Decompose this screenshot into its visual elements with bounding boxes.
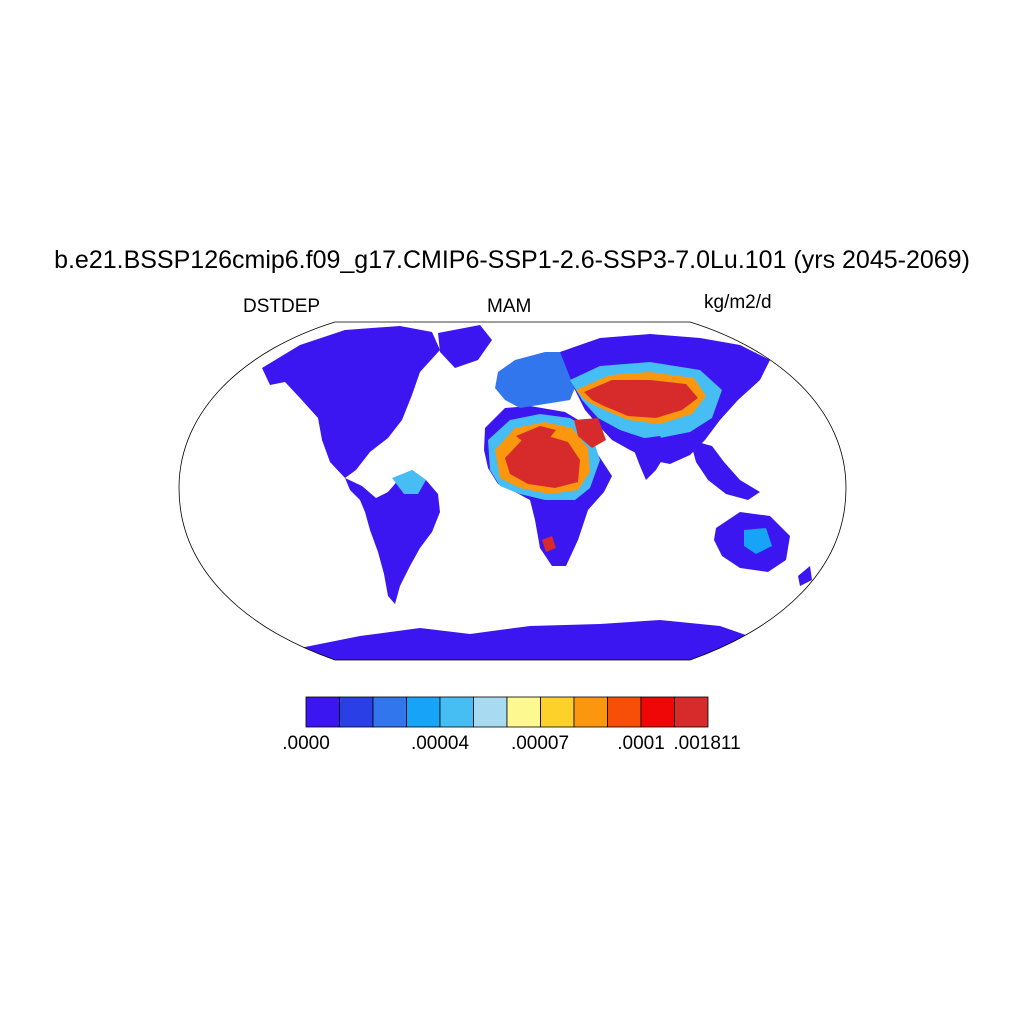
land-new-zealand (798, 566, 812, 586)
colorbar-swatch (406, 696, 441, 728)
land-india (630, 436, 668, 480)
colorbar-swatch (674, 696, 709, 728)
colorbar-tick-label: .0001 (617, 733, 665, 754)
land-australia-center (744, 528, 772, 554)
land-greenland (438, 325, 492, 368)
colorbar-tick-label: .00004 (410, 733, 470, 754)
colorbar-tick-label: .0000 (282, 733, 330, 754)
land-kalahari (542, 536, 556, 552)
colorbar-swatch (540, 696, 575, 728)
colorbar-swatch (339, 696, 374, 728)
colorbar-swatch (305, 696, 340, 728)
colorbar-swatch (640, 696, 675, 728)
colorbar-tick-label: .00007 (510, 733, 570, 754)
season-label: MAM (487, 296, 532, 317)
land-sahara-red (505, 436, 580, 488)
colorbar-swatch (439, 696, 474, 728)
land-arabia-red (574, 418, 606, 448)
land-north-america (262, 326, 440, 478)
colorbar-swatch (506, 696, 541, 728)
colorbar-swatch (473, 696, 508, 728)
colorbar-tick-label: .001811 (673, 733, 741, 754)
land-europe (495, 352, 580, 408)
map-fill (262, 325, 812, 660)
land-antarctica (280, 620, 790, 660)
map-title: b.e21.BSSP126cmip6.f09_g17.CMIP6-SSP1-2.… (54, 246, 970, 274)
colorbar-swatch (573, 696, 608, 728)
land-southeast-asia (690, 440, 760, 500)
land-asia-red (584, 380, 698, 418)
colorbar (305, 696, 709, 728)
units-label: kg/m2/d (704, 292, 772, 313)
land-central-america (345, 470, 440, 604)
colorbar-swatch (607, 696, 642, 728)
variable-label: DSTDEP (243, 296, 321, 317)
land-south-america-north (392, 470, 426, 494)
colorbar-swatch (372, 696, 407, 728)
map-boundary (178, 321, 847, 661)
land-sahel-red (516, 426, 556, 444)
